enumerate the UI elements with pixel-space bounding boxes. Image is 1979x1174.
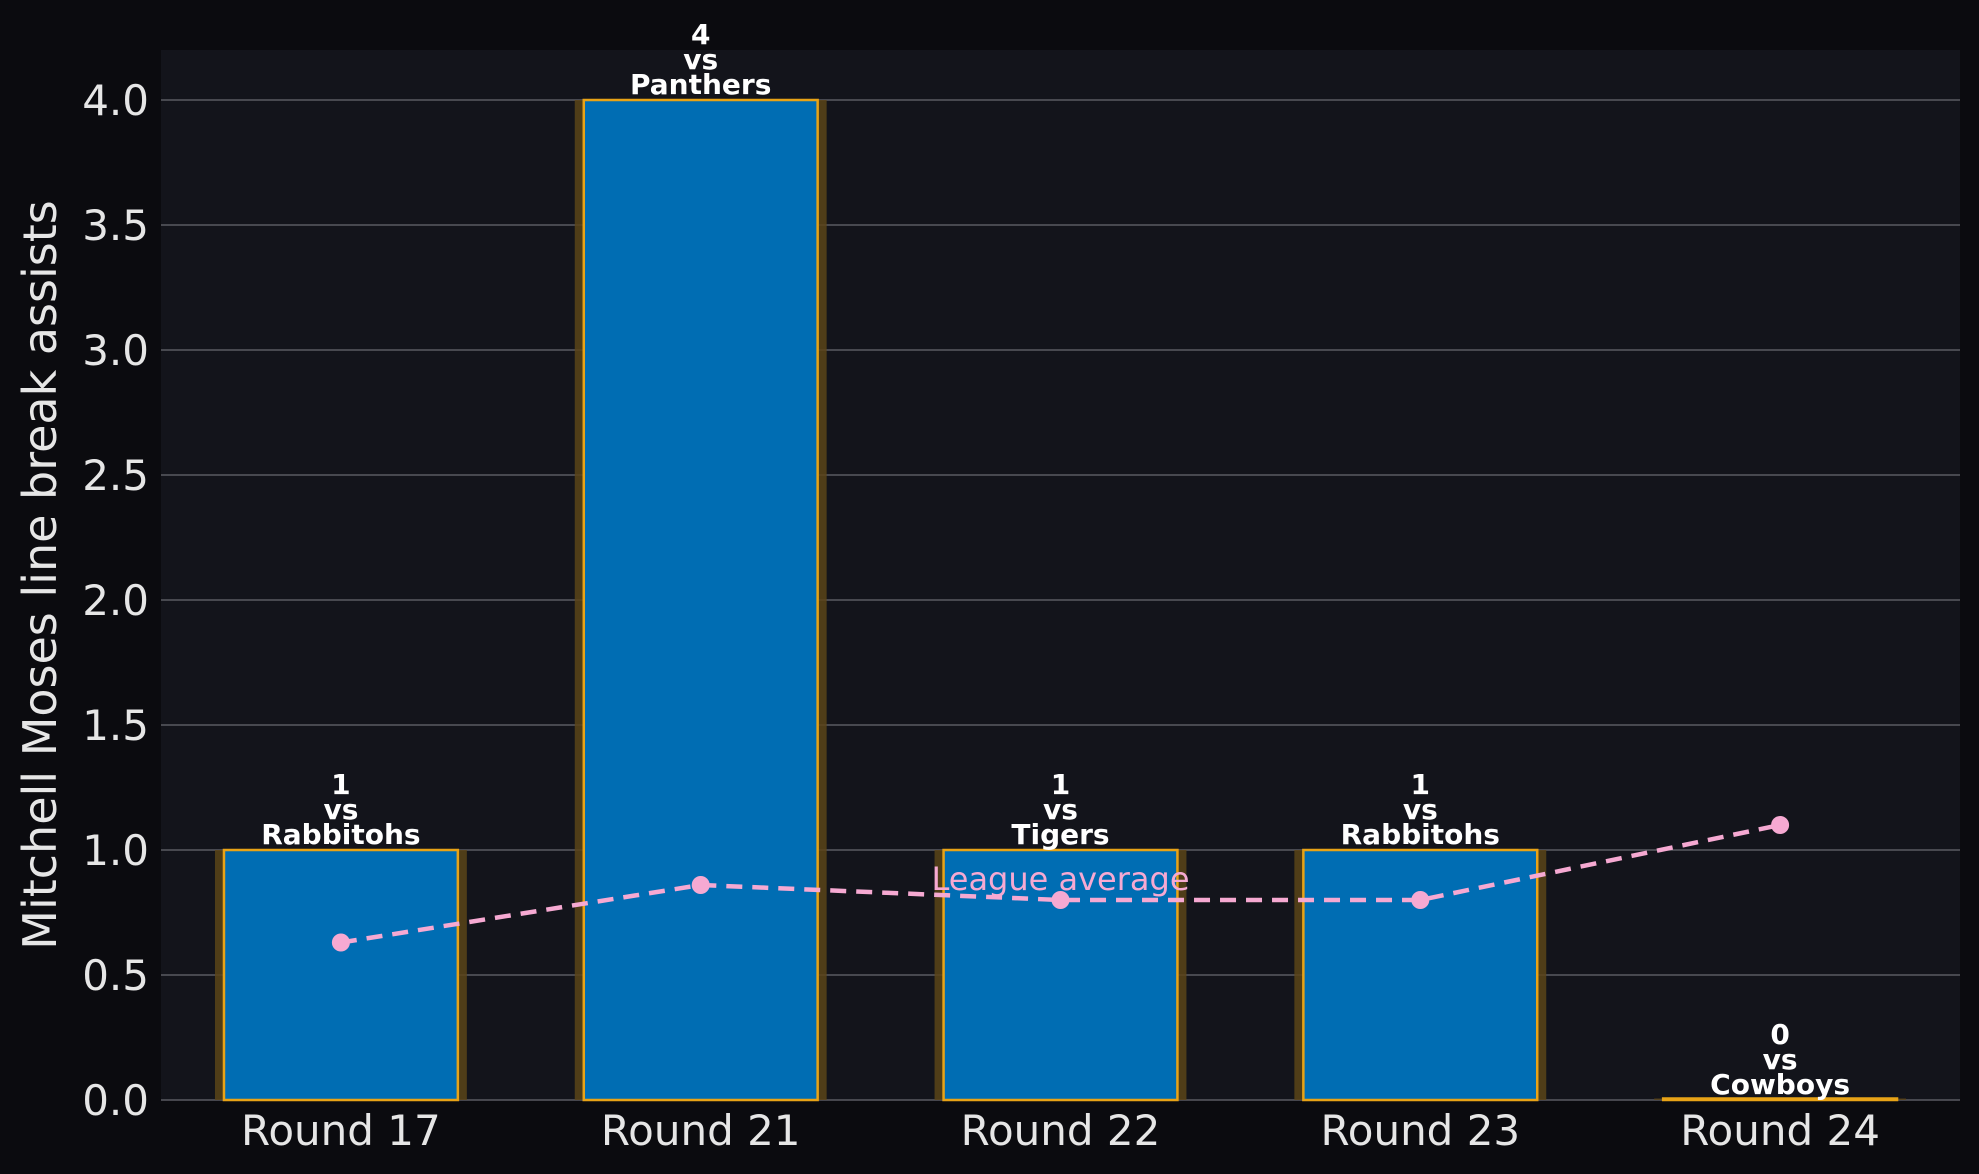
bar-opponent-label: Rabbitohs	[1341, 818, 1500, 851]
league-average-point	[1411, 891, 1430, 909]
bar-value-label: 4	[691, 18, 710, 51]
league-average-series: League average	[331, 816, 1790, 952]
x-tick-label: Round 17	[241, 1106, 441, 1155]
bar-value-label: 1	[1051, 768, 1070, 801]
bar-opponent-label: Rabbitohs	[261, 818, 420, 851]
y-axis-ticks: 0.0 0.5 1.0 1.5 2.0 2.5 3.0 3.5 4.0	[82, 76, 149, 1125]
bar-opponent-label: Tigers	[1011, 818, 1109, 851]
x-tick-label: Round 21	[601, 1106, 801, 1155]
y-tick-label: 1.5	[82, 701, 149, 750]
bar-value-label: 1	[331, 768, 350, 801]
y-tick-label: 3.0	[82, 326, 149, 375]
league-average-label: League average	[931, 860, 1189, 898]
league-average-point	[1771, 816, 1790, 834]
league-average-line	[340, 822, 1781, 945]
bar-vs-label: vs	[683, 43, 718, 76]
y-tick-label: 0.0	[82, 1076, 149, 1125]
y-tick-label: 2.5	[82, 451, 149, 500]
y-tick-label: 4.0	[82, 76, 149, 125]
bar-value-label: 0	[1770, 1018, 1789, 1051]
bar-vs-label: vs	[323, 793, 358, 826]
bar-labels: 1vsRabbitohs4vsPanthers1vsTigers1vsRabbi…	[261, 18, 1850, 1101]
y-tick-label: 1.0	[82, 826, 149, 875]
y-axis-title: Mitchell Moses line break assists	[13, 200, 67, 949]
bar	[582, 98, 819, 1102]
bar-vs-label: vs	[1403, 793, 1438, 826]
x-tick-label: Round 23	[1320, 1106, 1520, 1155]
league-average-point	[331, 933, 350, 952]
bar-vs-label: vs	[1763, 1043, 1798, 1076]
bar	[1661, 1097, 1899, 1102]
x-tick-label: Round 22	[961, 1106, 1161, 1155]
bar-opponent-label: Panthers	[630, 68, 771, 101]
bar	[1302, 848, 1539, 1102]
bar-vs-label: vs	[1043, 793, 1078, 826]
y-tick-label: 3.5	[82, 201, 149, 250]
league-average-point	[1051, 891, 1070, 909]
bars	[214, 98, 1907, 1102]
x-tick-label: Round 24	[1680, 1106, 1880, 1155]
bar-opponent-label: Cowboys	[1710, 1068, 1850, 1101]
y-tick-label: 2.0	[82, 576, 149, 625]
y-tick-label: 0.5	[82, 951, 149, 1000]
bar-value-label: 1	[1411, 768, 1430, 801]
bar	[222, 848, 460, 1102]
x-axis-ticks: Round 17 Round 21 Round 22 Round 23 Round 24	[241, 1106, 1880, 1155]
league-average-point	[691, 876, 710, 894]
